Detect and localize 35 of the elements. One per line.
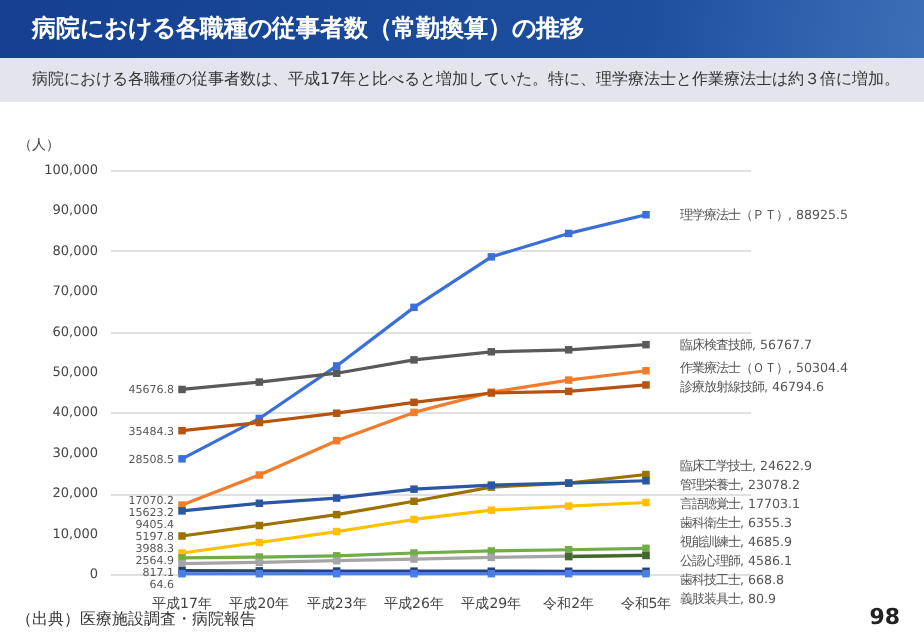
point	[642, 340, 650, 349]
point	[410, 356, 418, 364]
point	[642, 498, 650, 507]
point	[564, 376, 573, 384]
point	[178, 507, 186, 515]
point	[178, 455, 186, 463]
chart-title: 病院における各職種の従事者数（常勤換算）の推移	[0, 0, 924, 58]
chart-subtitle: 病院における各職種の従事者数は、平成17年と比べると増加していた。特に、理学療法士と作業療法士は約３倍に増加。	[0, 58, 924, 102]
point	[410, 398, 418, 407]
point	[178, 385, 186, 394]
point	[410, 485, 418, 493]
point	[642, 211, 650, 219]
point	[410, 515, 418, 524]
point	[332, 494, 341, 502]
point	[642, 367, 650, 375]
point	[564, 346, 573, 354]
point	[410, 555, 418, 563]
point	[255, 378, 264, 386]
point	[487, 506, 496, 514]
point	[410, 408, 418, 417]
point	[178, 559, 186, 568]
point	[487, 348, 496, 356]
point	[332, 409, 341, 417]
point	[410, 497, 418, 506]
point	[178, 532, 186, 540]
point	[642, 477, 650, 485]
text: 98	[869, 604, 900, 630]
text: （出典）医療施設調査・病院報告	[16, 610, 256, 630]
point	[178, 426, 186, 435]
point	[410, 303, 418, 312]
point	[332, 369, 341, 377]
point	[487, 253, 496, 261]
point	[564, 502, 573, 510]
point	[642, 381, 650, 389]
point	[255, 471, 264, 479]
